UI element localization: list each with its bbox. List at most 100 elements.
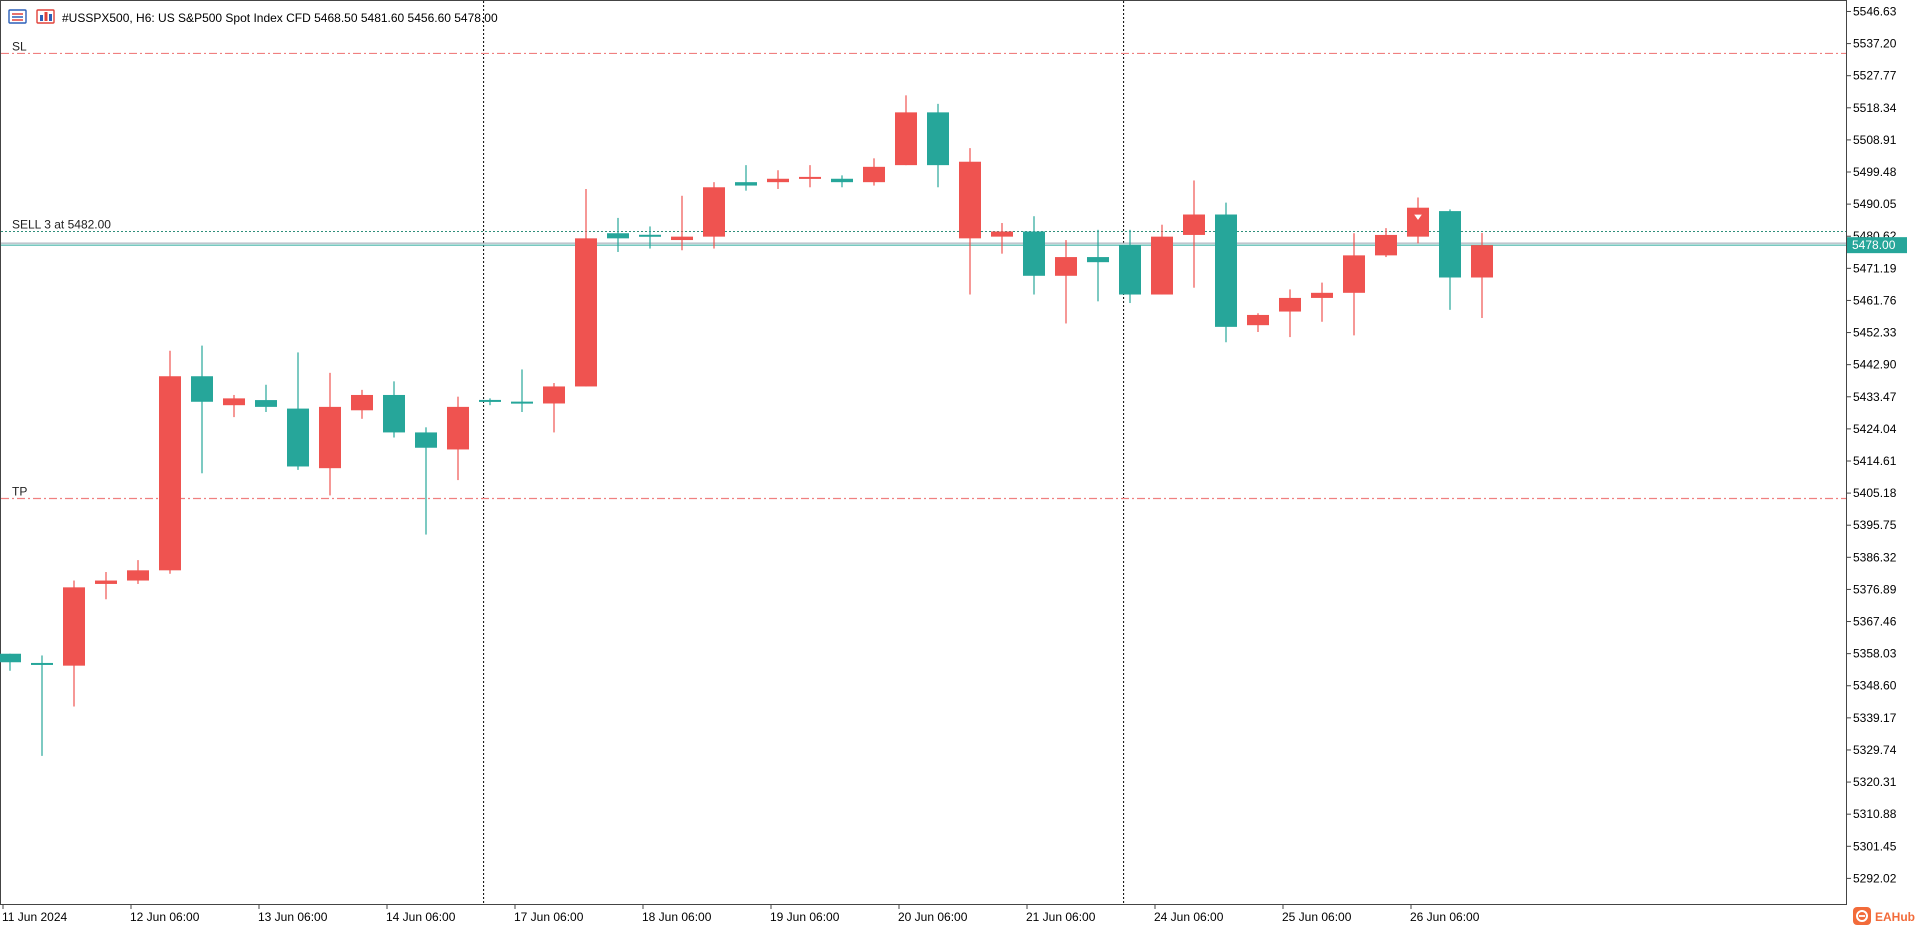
candle[interactable] [1247, 313, 1269, 332]
candle[interactable] [415, 427, 437, 535]
candle[interactable] [991, 223, 1013, 254]
candle[interactable] [479, 398, 501, 406]
candle-body [511, 401, 533, 404]
candle[interactable] [447, 396, 469, 481]
price-tick-label: 5292.02 [1853, 871, 1897, 885]
candle[interactable] [1055, 240, 1077, 324]
candle[interactable] [223, 394, 245, 418]
sell-arrow-icon[interactable] [1411, 213, 1425, 223]
candle[interactable] [1343, 233, 1365, 336]
candle[interactable] [735, 165, 757, 191]
price-tick-label: 5471.19 [1853, 261, 1897, 275]
candle[interactable] [671, 195, 693, 251]
chart-bars-icon[interactable] [36, 9, 55, 24]
candle[interactable] [127, 560, 149, 584]
candle[interactable] [863, 158, 885, 186]
price-axis[interactable]: 5546.63 5537.20 5527.77 5518.34 5508.91 5499.… [1846, 0, 1897, 905]
candle-body [319, 406, 341, 469]
candle[interactable] [31, 655, 53, 756]
week-separators [483, 1, 1125, 904]
price-tick-label: 5301.45 [1853, 839, 1897, 853]
candle[interactable] [1439, 209, 1461, 310]
candle[interactable] [1023, 216, 1045, 295]
candle[interactable] [895, 95, 917, 166]
candle-body [63, 587, 85, 666]
candle[interactable] [1087, 229, 1109, 302]
candle[interactable] [1151, 224, 1173, 295]
candle[interactable] [287, 352, 309, 470]
candle[interactable] [607, 217, 629, 252]
price-tick-label: 5339.17 [1853, 711, 1897, 725]
candle-body [799, 176, 821, 179]
price-tick-label: 5424.04 [1853, 422, 1897, 436]
candle[interactable] [703, 182, 725, 249]
candle[interactable] [1471, 232, 1493, 319]
candle-body [991, 231, 1013, 237]
candle-body [479, 399, 501, 402]
candle[interactable] [383, 381, 405, 438]
candle-body [223, 398, 245, 406]
price-tick-label: 5499.48 [1853, 165, 1897, 179]
candle-body [1151, 236, 1173, 295]
candle-body [1215, 214, 1237, 327]
candle[interactable] [255, 384, 277, 412]
candle[interactable] [543, 383, 565, 433]
candle-body [1119, 245, 1141, 295]
current-price-badge: 5478.00 [1847, 237, 1907, 254]
candle[interactable] [1375, 228, 1397, 258]
tp-level[interactable]: TP [1, 484, 1846, 500]
candle[interactable] [351, 389, 373, 419]
candle[interactable] [1279, 289, 1301, 338]
brand-logo: EAHub [1853, 907, 1915, 925]
candle-body [1247, 314, 1269, 326]
candle-body [127, 570, 149, 581]
time-axis[interactable]: 11 Jun 2024 12 Jun 06:00 13 Jun 06:00 14 Ju… [2, 904, 1480, 924]
candle-body [31, 662, 53, 665]
price-tick-label: 5320.31 [1853, 775, 1897, 789]
time-tick-label: 24 Jun 06:00 [1154, 910, 1224, 924]
time-tick-label: 13 Jun 06:00 [258, 910, 328, 924]
time-tick-label: 26 Jun 06:00 [1410, 910, 1480, 924]
candle-body [671, 236, 693, 241]
candle[interactable] [927, 103, 949, 188]
candle-body [959, 161, 981, 239]
price-tick-label: 5442.90 [1853, 358, 1897, 372]
price-tick-label: 5527.77 [1853, 69, 1897, 83]
candle[interactable] [639, 226, 661, 249]
price-tick-label: 5329.74 [1853, 743, 1897, 757]
candle[interactable] [831, 175, 853, 188]
time-tick-label: 21 Jun 06:00 [1026, 910, 1096, 924]
candle-body [863, 166, 885, 183]
candle-body [1407, 207, 1429, 237]
sl-label: SL [12, 39, 27, 53]
bid-level [1, 242, 1846, 246]
candle[interactable] [319, 372, 341, 496]
candle-body [1023, 231, 1045, 276]
candle-body [1343, 255, 1365, 293]
candle[interactable] [1119, 229, 1141, 304]
candle[interactable] [95, 572, 117, 600]
price-tick-label: 5386.32 [1853, 550, 1897, 564]
candle[interactable] [799, 165, 821, 188]
candle[interactable] [1215, 202, 1237, 343]
sl-level[interactable]: SL [1, 39, 1846, 55]
candle-body [0, 653, 21, 663]
candle-body [831, 178, 853, 183]
candle[interactable] [191, 345, 213, 474]
chart-list-icon[interactable] [8, 9, 27, 24]
candle[interactable] [1311, 282, 1333, 322]
candle-body [1439, 211, 1461, 278]
candle[interactable] [767, 170, 789, 189]
candle[interactable] [959, 148, 981, 295]
price-tick-label: 5433.47 [1853, 390, 1897, 404]
candle[interactable] [511, 369, 533, 412]
plot-frame [0, 0, 1847, 905]
candle[interactable] [63, 580, 85, 707]
time-tick-label: 19 Jun 06:00 [770, 910, 840, 924]
candle[interactable] [159, 350, 181, 574]
order-level[interactable]: SELL 3 at 5482.00 [1, 218, 1846, 233]
candle[interactable] [0, 653, 21, 671]
candle[interactable] [1183, 180, 1205, 288]
candle[interactable] [575, 188, 597, 387]
